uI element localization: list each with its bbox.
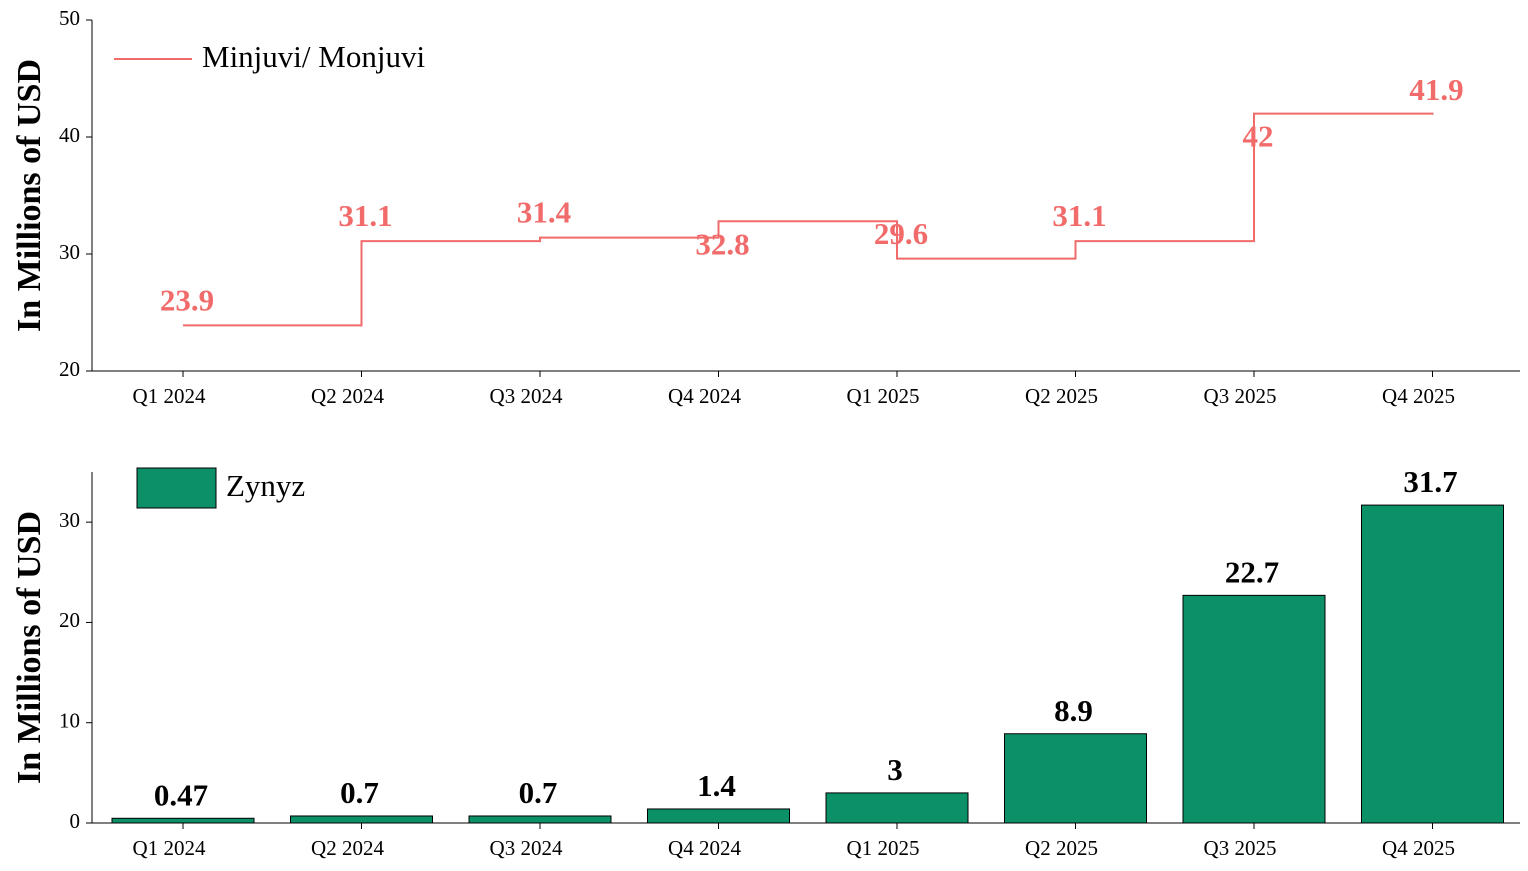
x-tick-label: Q1 2025 — [847, 384, 920, 408]
y-tick-label: 0 — [70, 809, 81, 833]
x-tick-label: Q3 2024 — [490, 384, 563, 408]
data-label: 41.9 — [1409, 72, 1463, 107]
y-axis-title: In Millions of USD — [11, 511, 48, 784]
bar — [1182, 594, 1326, 824]
data-label: 0.47 — [154, 777, 208, 812]
bar — [290, 815, 433, 824]
data-label: 3 — [887, 752, 903, 787]
bar — [825, 792, 969, 824]
y-axis-title: In Millions of USD — [11, 59, 48, 332]
y-tick-label: 20 — [59, 357, 80, 381]
legend-label: Zynyz — [226, 468, 305, 503]
bar — [647, 808, 790, 824]
data-label: 23.9 — [160, 282, 214, 317]
data-label: 8.9 — [1054, 693, 1093, 728]
bar — [111, 817, 255, 824]
data-label: 42 — [1243, 119, 1274, 154]
data-label: 1.4 — [697, 768, 736, 803]
x-tick-label: Q4 2025 — [1382, 384, 1455, 408]
bar — [1361, 504, 1504, 824]
x-tick-label: Q1 2025 — [847, 836, 920, 860]
x-tick-label: Q2 2025 — [1025, 836, 1098, 860]
y-tick-label: 50 — [59, 6, 80, 30]
x-tick-label: Q2 2024 — [311, 836, 384, 860]
bar — [468, 815, 612, 824]
x-tick-label: Q1 2024 — [133, 836, 206, 860]
y-tick-label: 30 — [59, 240, 80, 264]
x-tick-label: Q4 2024 — [668, 836, 741, 860]
data-label: 29.6 — [874, 216, 928, 251]
y-tick-label: 20 — [59, 608, 80, 632]
data-label: 0.7 — [519, 775, 558, 810]
x-tick-label: Q3 2025 — [1204, 384, 1277, 408]
x-tick-label: Q4 2025 — [1382, 836, 1455, 860]
x-tick-label: Q3 2025 — [1204, 836, 1277, 860]
legend-label: Minjuvi/ Monjuvi — [202, 39, 425, 74]
step-line — [183, 112, 1434, 327]
y-tick-label: 10 — [59, 709, 80, 733]
data-label: 31.1 — [338, 198, 392, 233]
data-label: 32.8 — [695, 226, 749, 261]
bar — [1004, 733, 1147, 824]
x-tick-label: Q3 2024 — [490, 836, 563, 860]
data-label: 22.7 — [1225, 554, 1279, 589]
data-label: 31.7 — [1403, 464, 1457, 499]
y-tick-label: 30 — [59, 508, 80, 532]
y-tick-label: 40 — [59, 123, 80, 147]
data-label: 31.1 — [1052, 198, 1106, 233]
legend-swatch — [136, 467, 217, 509]
x-tick-label: Q2 2025 — [1025, 384, 1098, 408]
data-label: 31.4 — [517, 195, 571, 230]
x-tick-label: Q2 2024 — [311, 384, 384, 408]
x-tick-label: Q1 2024 — [133, 384, 206, 408]
data-label: 0.7 — [340, 775, 379, 810]
x-tick-label: Q4 2024 — [668, 384, 741, 408]
